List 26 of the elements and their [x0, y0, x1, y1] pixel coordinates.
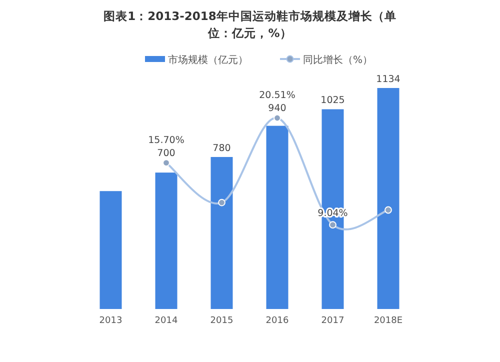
x-tick-label: 2014	[154, 316, 178, 326]
point	[218, 198, 226, 206]
legend-label: 同比增长（%）	[303, 54, 373, 66]
x-tick-label: 2013	[99, 316, 122, 326]
bar	[100, 191, 122, 309]
point	[384, 206, 392, 214]
data-label: 780	[212, 142, 231, 154]
x-tick-label: 2017	[321, 316, 344, 326]
data-label: 700	[157, 148, 176, 159]
data-label: 20.51%	[259, 90, 296, 101]
point	[274, 114, 281, 122]
x-tick-label: 2015	[210, 316, 234, 326]
bar	[155, 172, 178, 309]
bar	[266, 126, 288, 309]
data-label: 940	[268, 103, 286, 114]
data-label: 15.70%	[148, 134, 184, 146]
point	[162, 159, 170, 166]
bar	[377, 88, 400, 309]
x-tick-label: 2016	[266, 316, 289, 326]
legend-label: 市场规模（亿元）	[168, 54, 248, 66]
data-label: 1025	[320, 95, 345, 106]
title: 图表1：2013-2018年中国运动鞋市场规模及增长（单位：亿元，%）	[104, 9, 396, 40]
bar	[210, 156, 233, 309]
data-label: 1134	[376, 74, 400, 85]
x-tick-label: 2018E	[374, 316, 403, 326]
point	[329, 221, 336, 229]
